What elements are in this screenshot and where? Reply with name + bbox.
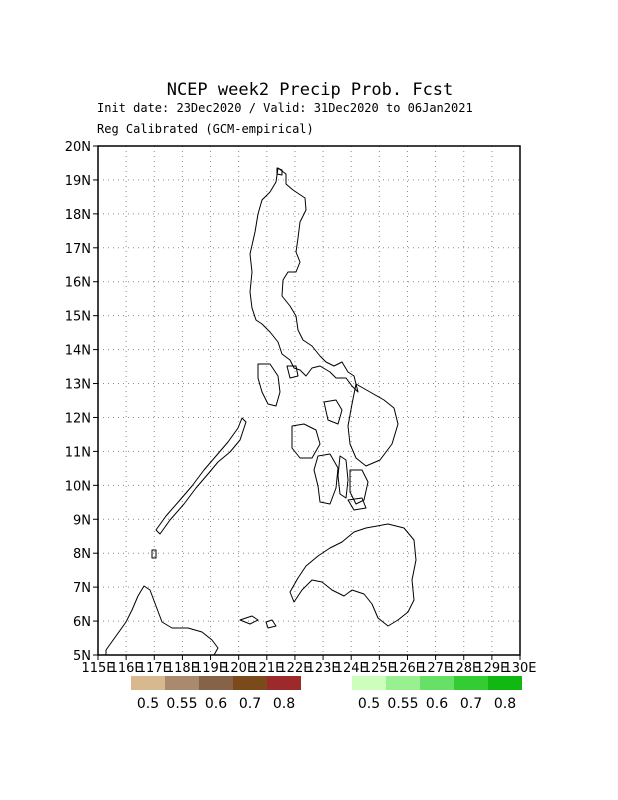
coastline (105, 167, 417, 656)
coast-small-2 (151, 549, 157, 559)
y-tick-label: 14N (65, 344, 91, 359)
dry-legend-swatch (131, 676, 165, 690)
dry-legend-label: 0.7 (239, 696, 261, 712)
dry-legend-label: 0.55 (166, 696, 197, 712)
dry-legend-swatch (267, 676, 301, 690)
x-tick-label: 130E (503, 661, 536, 676)
coast-mindanao (289, 523, 417, 627)
x-tick-label: 115E (81, 661, 114, 676)
gridlines (98, 146, 520, 655)
x-axis: 115E116E117E118E119E120E121E122E123E124E… (81, 655, 537, 676)
x-tick-label: 118E (166, 661, 199, 676)
x-tick-label: 121E (250, 661, 283, 676)
coast-small-1 (265, 619, 277, 629)
wet-legend-label: 0.6 (426, 696, 448, 712)
coast-leyte (349, 469, 369, 505)
coast-negros (313, 453, 339, 505)
coast-panay (291, 423, 321, 459)
x-tick-label: 123E (307, 661, 340, 676)
chart-title: NCEP week2 Precip Prob. Fcst (167, 80, 454, 100)
coast-mindoro (257, 363, 281, 407)
y-tick-label: 18N (65, 208, 91, 223)
dry-legend-swatch (233, 676, 267, 690)
wet-legend-swatch (386, 676, 420, 690)
dry-legend-swatch (165, 676, 199, 690)
coast-cebu (337, 455, 349, 499)
coast-bohol (347, 497, 367, 511)
y-axis: 5N 6N 7N 8N 9N 10N 11N 12N 13N 14N 15N 16N 17N 18N 19N… (65, 140, 98, 664)
y-tick-label: 17N (65, 242, 91, 257)
wet-legend-label: 0.55 (387, 696, 418, 712)
x-tick-label: 124E (335, 661, 368, 676)
x-tick-label: 126E (391, 661, 424, 676)
wet-legend-swatch (420, 676, 454, 690)
x-tick-label: 122E (278, 661, 311, 676)
y-tick-label: 19N (65, 174, 91, 189)
coast-babuyan (276, 167, 283, 176)
y-tick-label: 13N (65, 378, 91, 393)
wet-legend-label: 0.8 (494, 696, 516, 712)
y-tick-label: 9N (73, 513, 91, 528)
y-tick-label: 16N (65, 276, 91, 291)
wet-legend-label: 0.5 (358, 696, 380, 712)
y-tick-label: 10N (65, 479, 91, 494)
dry-legend-label: 0.8 (273, 696, 295, 712)
dry-legend-swatch (199, 676, 233, 690)
x-tick-label: 129E (475, 661, 508, 676)
x-tick-label: 128E (447, 661, 480, 676)
wet-legend-swatch (352, 676, 386, 690)
dry-legend-label: 0.6 (205, 696, 227, 712)
y-tick-label: 7N (73, 581, 91, 596)
x-tick-label: 116E (110, 661, 143, 676)
y-tick-label: 12N (65, 411, 91, 426)
coast-palawan (155, 417, 247, 535)
coast-marinduque (286, 365, 299, 379)
x-tick-label: 119E (194, 661, 227, 676)
wet-legend-swatch (488, 676, 522, 690)
wet-legend-swatch (454, 676, 488, 690)
coast-luzon (249, 167, 359, 393)
coast-samar (347, 383, 399, 467)
y-tick-label: 8N (73, 547, 91, 562)
wet-probability-legend: 0.5 0.55 0.6 0.7 0.8 (352, 676, 522, 712)
coast-sulu (239, 615, 259, 625)
chart-subtitle-dates: Init date: 23Dec2020 / Valid: 31Dec2020 … (97, 101, 473, 115)
wet-legend-label: 0.7 (460, 696, 482, 712)
y-tick-label: 20N (65, 140, 91, 155)
y-tick-label: 11N (65, 445, 91, 460)
y-tick-label: 15N (65, 310, 91, 325)
chart-subtitle-method: Reg Calibrated (GCM-empirical) (97, 122, 314, 136)
y-tick-label: 5N (73, 649, 91, 664)
dry-legend-label: 0.5 (137, 696, 159, 712)
coast-masbate (323, 399, 343, 425)
x-tick-label: 127E (419, 661, 452, 676)
y-tick-label: 6N (73, 615, 91, 630)
plot-frame (97, 145, 521, 656)
x-tick-label: 117E (138, 661, 171, 676)
x-tick-label: 125E (363, 661, 396, 676)
dry-probability-legend: 0.5 0.55 0.6 0.7 0.8 (131, 676, 301, 712)
x-tick-label: 120E (222, 661, 255, 676)
coast-borneo (105, 585, 219, 656)
